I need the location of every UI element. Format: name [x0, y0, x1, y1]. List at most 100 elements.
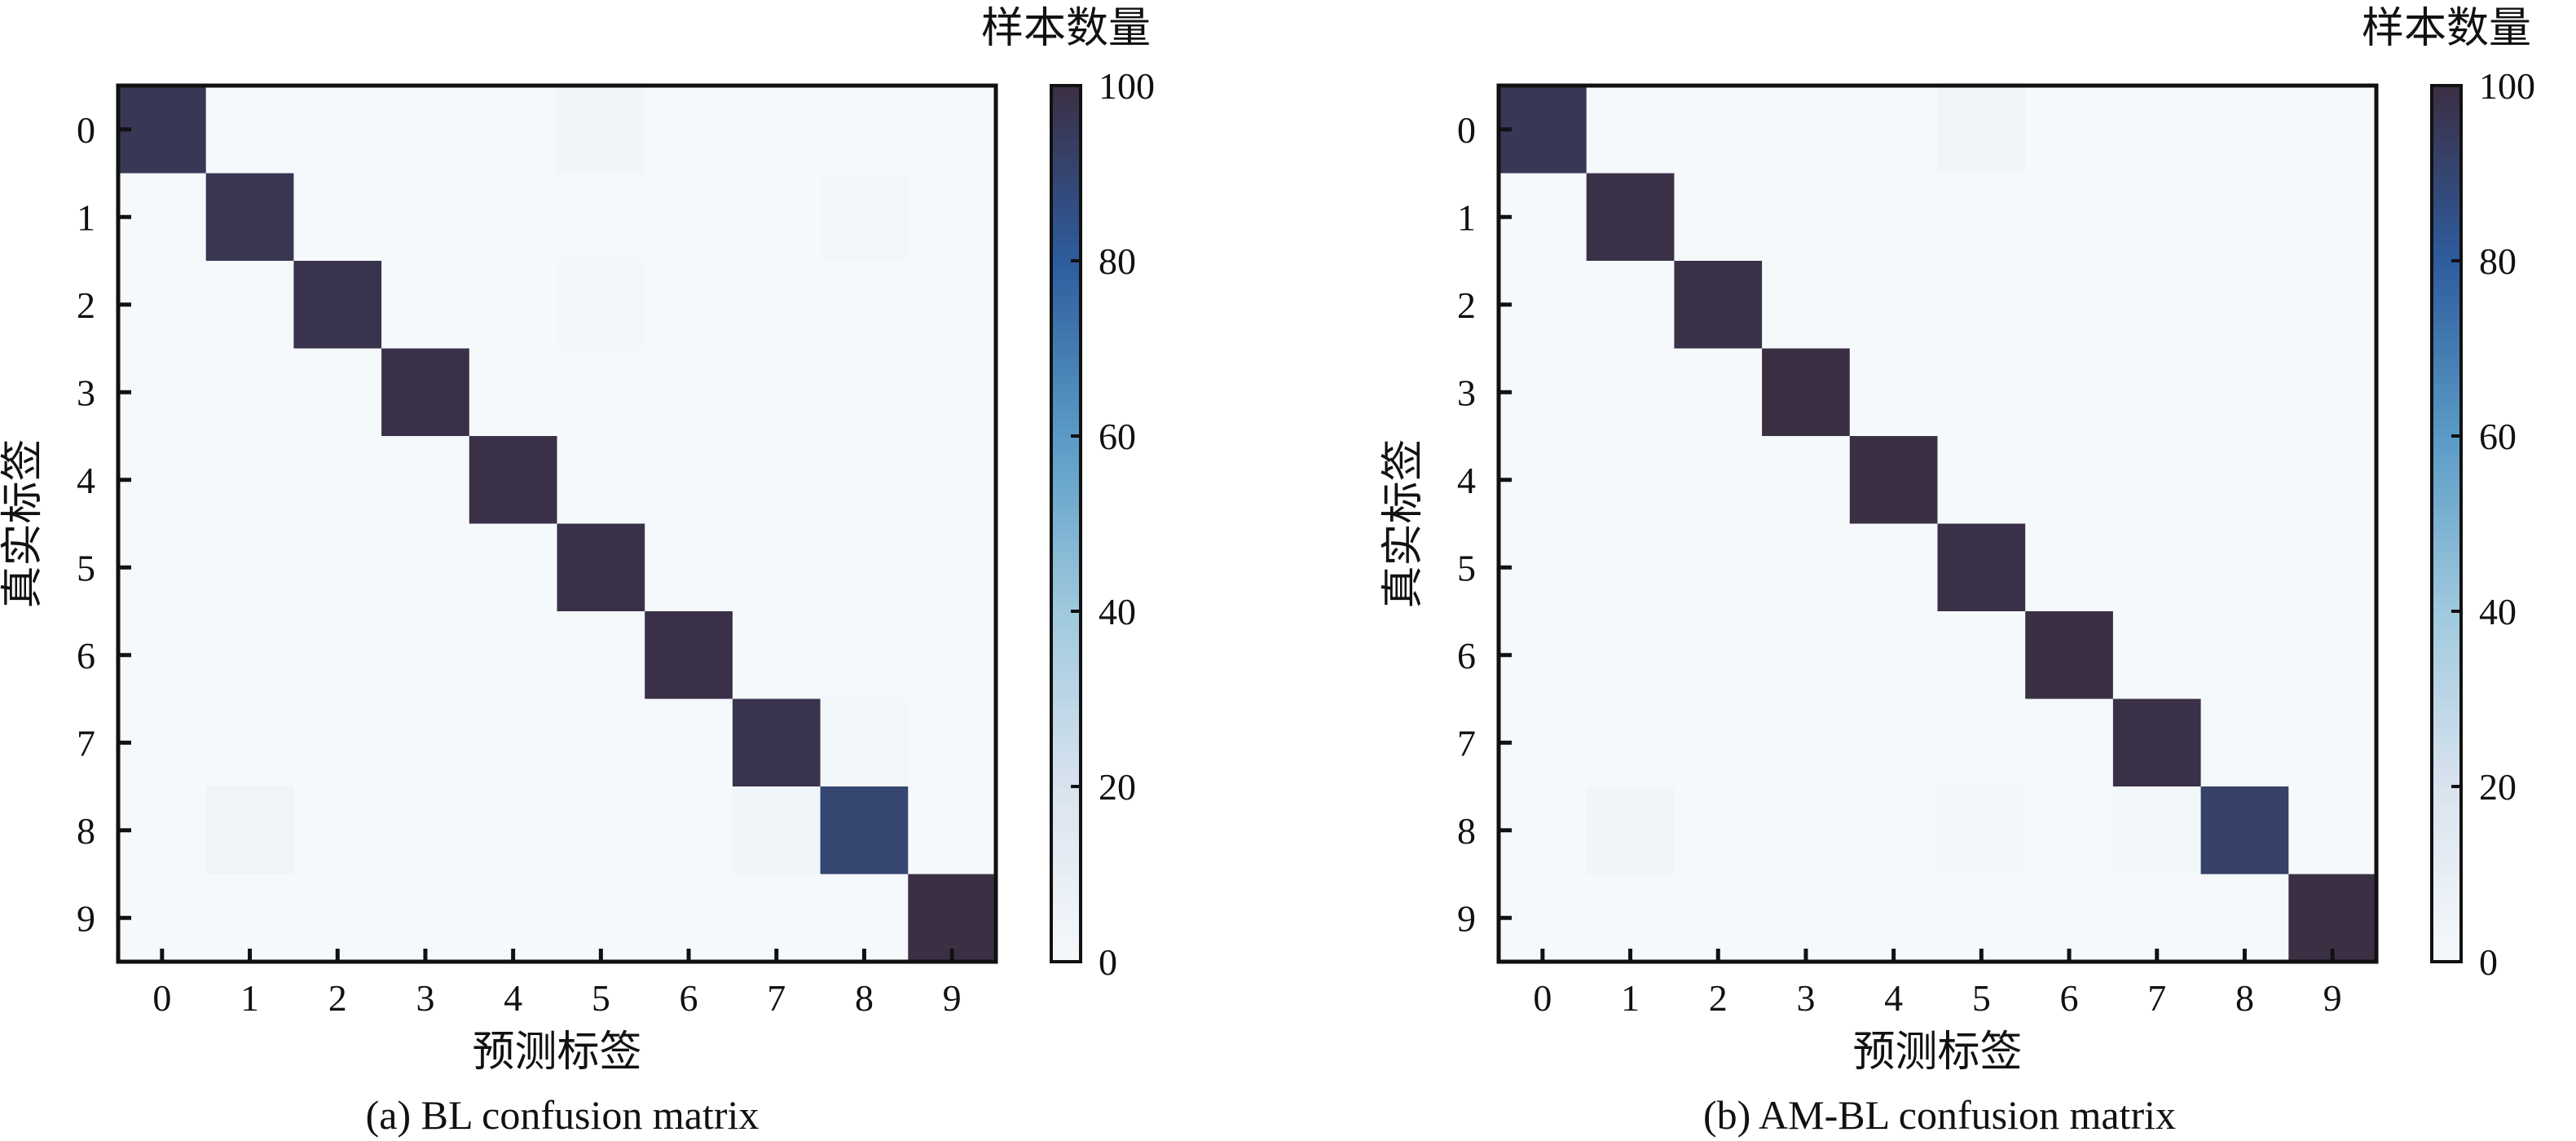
- heatmap-cell: [1937, 786, 2026, 875]
- heatmap-cell: [908, 261, 997, 350]
- heatmap-cell: [557, 436, 645, 525]
- heatmap-cell: [2112, 611, 2202, 700]
- colorbar-segment: [1051, 156, 1081, 165]
- heatmap-cell: [1849, 611, 1939, 700]
- heatmap-cell: [1499, 786, 1587, 875]
- colorbar-segment: [2432, 760, 2461, 770]
- heatmap-cell: [1674, 348, 1763, 437]
- heatmap-cell: [2288, 523, 2377, 612]
- colorbar-segment: [1051, 654, 1081, 665]
- colorbar-tick-label: 80: [2479, 240, 2517, 282]
- heatmap-cell: [1674, 874, 1763, 963]
- colorbar-segment: [1051, 909, 1081, 919]
- colorbar-segment: [2432, 769, 2461, 779]
- heatmap-cell: [1674, 698, 1763, 787]
- heatmap-cell: [1674, 173, 1763, 262]
- colorbar-segment: [1051, 287, 1081, 297]
- colorbar-segment: [2432, 813, 2461, 822]
- colorbar-segment: [2432, 707, 2461, 717]
- heatmap-cell: [908, 874, 997, 963]
- colorbar-tick-label: 100: [2479, 65, 2535, 107]
- colorbar-segment: [1051, 725, 1081, 735]
- colorbar-segment: [2432, 514, 2461, 525]
- heatmap-cell: [557, 348, 645, 437]
- heatmap-cell: [732, 523, 821, 612]
- colorbar-segment: [2432, 506, 2461, 516]
- heatmap-cell: [205, 348, 294, 437]
- heatmap-cell: [2025, 698, 2114, 787]
- heatmap-cell: [908, 86, 997, 174]
- heatmap-cell: [205, 86, 294, 174]
- colorbar-segment: [2432, 523, 2461, 534]
- heatmap-cell: [908, 436, 997, 525]
- colorbar-segment: [2432, 830, 2461, 840]
- heatmap-cell: [293, 874, 382, 963]
- colorbar-segment: [1051, 602, 1081, 612]
- heatmap-cell: [2200, 86, 2289, 174]
- colorbar-segment: [2432, 278, 2461, 289]
- panel-caption: (a) BL confusion matrix: [366, 1092, 760, 1138]
- colorbar-segment: [1051, 278, 1081, 289]
- heatmap-cell: [118, 436, 207, 525]
- heatmap-cell: [2112, 86, 2202, 174]
- colorbar-segment: [2432, 366, 2461, 376]
- colorbar-label: 样本数量: [2362, 6, 2531, 52]
- heatmap-cell: [1674, 611, 1763, 700]
- heatmap-cell: [293, 611, 382, 700]
- heatmap-cell: [820, 611, 909, 700]
- colorbar-segment: [2432, 173, 2461, 183]
- colorbar-segment: [2432, 304, 2461, 315]
- colorbar-segment: [2432, 418, 2461, 429]
- heatmap-cell: [1586, 173, 1675, 262]
- heatmap-cell: [1762, 523, 1851, 612]
- colorbar-segment: [2432, 795, 2461, 805]
- heatmap-cell: [1499, 436, 1587, 525]
- colorbar-segment: [1051, 471, 1081, 481]
- colorbar-segment: [1051, 935, 1081, 945]
- heatmap-cell: [1762, 348, 1851, 437]
- colorbar-segment: [1051, 822, 1081, 831]
- heatmap-cell: [381, 436, 470, 525]
- heatmap-cell: [557, 173, 645, 262]
- colorbar-segment: [2432, 874, 2461, 884]
- heatmap-cell: [1762, 698, 1851, 787]
- heatmap-cell: [1499, 261, 1587, 350]
- colorbar-segment: [2432, 453, 2461, 464]
- heatmap-cell: [118, 86, 207, 174]
- heatmap-cell: [1762, 874, 1851, 963]
- heatmap-cell: [1937, 261, 2026, 350]
- heatmap-cell: [205, 786, 294, 875]
- heatmap-cell: [820, 523, 909, 612]
- heatmap-cell: [820, 698, 909, 787]
- heatmap-cell: [381, 86, 470, 174]
- panel-bl: 0 1 2 3 4 5 6 7 8 9 0 1 2 3 4 5 6 7 8 9 预测标签 真实标签 (a) BL confu…: [0, 6, 1155, 1138]
- heatmap-cell: [645, 173, 733, 262]
- colorbar-frame: [1050, 84, 1082, 963]
- colorbar-tick-label: 40: [1099, 591, 1136, 632]
- colorbar-segment: [2432, 191, 2461, 200]
- heatmap-cell: [469, 874, 558, 963]
- colorbar-segment: [1051, 628, 1081, 639]
- colorbar-segment: [1051, 813, 1081, 822]
- colorbar-segment: [2432, 698, 2461, 709]
- colorbar-segment: [1051, 576, 1081, 586]
- colorbar-segment: [2432, 734, 2461, 744]
- y-tick-label: 6: [1457, 635, 1476, 676]
- heatmap-cell: [469, 611, 558, 700]
- heatmap-cell: [2112, 523, 2202, 612]
- heatmap-cell: [2112, 436, 2202, 525]
- colorbar-segment: [2432, 269, 2461, 280]
- heatmap-cell: [2112, 874, 2202, 963]
- heatmap-cell: [1674, 786, 1763, 875]
- heatmap-cell: [732, 786, 821, 875]
- heatmap-cell: [732, 261, 821, 350]
- colorbar-segment: [2432, 348, 2461, 359]
- colorbar-segment: [1051, 331, 1081, 341]
- heatmap-cell: [908, 523, 997, 612]
- panel-caption: (b) AM-BL confusion matrix: [1703, 1092, 2176, 1138]
- heatmap-cell: [469, 173, 558, 262]
- colorbar-label: 样本数量: [981, 6, 1151, 52]
- heatmap-cell: [1499, 611, 1587, 700]
- colorbar-segment: [2432, 953, 2461, 963]
- colorbar-segment: [2432, 331, 2461, 341]
